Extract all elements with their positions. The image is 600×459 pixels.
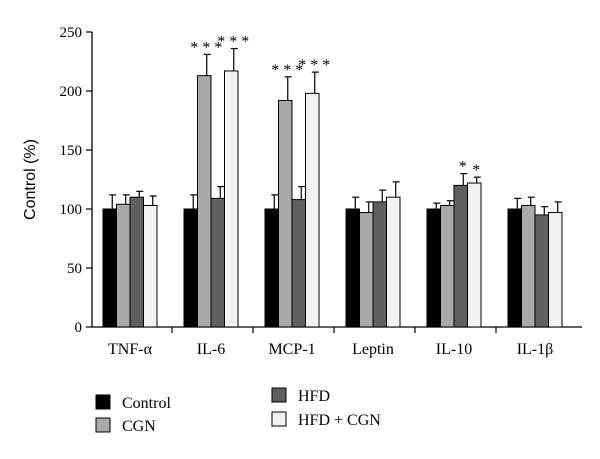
bar-control [102,208,117,328]
legend-label-cgn: CGN [122,418,156,435]
significance-label: * * * [217,34,249,51]
bar-hfd-cgn [467,182,482,328]
bar-hfd-cgn [548,212,563,328]
bar-control [507,208,522,328]
y-tick-label: 250 [60,25,83,41]
legend-swatch-hfd-cgn [271,411,287,427]
bar-cgn [197,75,212,328]
legend: Control CGN HFD HFD + CGN [95,387,381,435]
bars [102,47,563,328]
bar-hfd [453,184,468,328]
legend-label-hfd-cgn: HFD + CGN [298,412,381,429]
x-tick-label: IL-10 [436,341,472,358]
x-tick-label: TNF-α [108,341,153,358]
significance-label: * [459,159,467,176]
significance-label: * * * [271,62,303,79]
y-tick-label: 150 [60,143,83,159]
labels: TNF-α* * ** * *IL-6* * ** * *MCP-1 Leptin… [108,34,553,358]
bar-control [345,208,360,328]
x-tick-label: MCP-1 [268,341,315,358]
bar-cgn [116,203,131,328]
bar-hfd [291,199,306,328]
legend-swatch-control [95,394,111,410]
legend-swatch-cgn [95,417,111,433]
y-tick-label: 200 [60,84,83,100]
legend-label-control: Control [122,395,171,412]
x-tick-label: IL-1β [517,341,554,358]
bar-control [264,208,279,328]
x-tick-label: IL-6 [197,341,225,358]
legend-label-hfd: HFD [298,388,330,405]
significance-label: * * * [298,57,330,74]
bar-control [426,208,441,328]
y-tick-label: 0 [75,320,83,336]
bar-cgn [278,99,293,328]
bar-hfd [210,197,225,328]
y-tick-label: 100 [60,202,83,218]
bar-hfd-cgn [143,204,158,328]
bar-hfd [534,214,549,328]
axes: 0 50 100 150 200 250 Control (%) [22,25,582,336]
bar-hfd-cgn [305,92,320,328]
y-axis-title: Control (%) [22,139,39,220]
bar-hfd-cgn [386,196,401,328]
bar-control [183,208,198,328]
significance-label: * * * [190,39,222,56]
bar-cgn [440,204,455,328]
bar-hfd [129,196,144,328]
bar-cgn [521,204,536,328]
legend-swatch-hfd [271,387,287,403]
y-tick-label: 50 [67,261,82,277]
x-tick-label: Leptin [352,341,394,358]
bar-hfd-cgn [224,70,239,328]
significance-label: * [472,162,480,179]
bar-hfd [372,201,387,328]
bar-cgn [359,212,374,328]
